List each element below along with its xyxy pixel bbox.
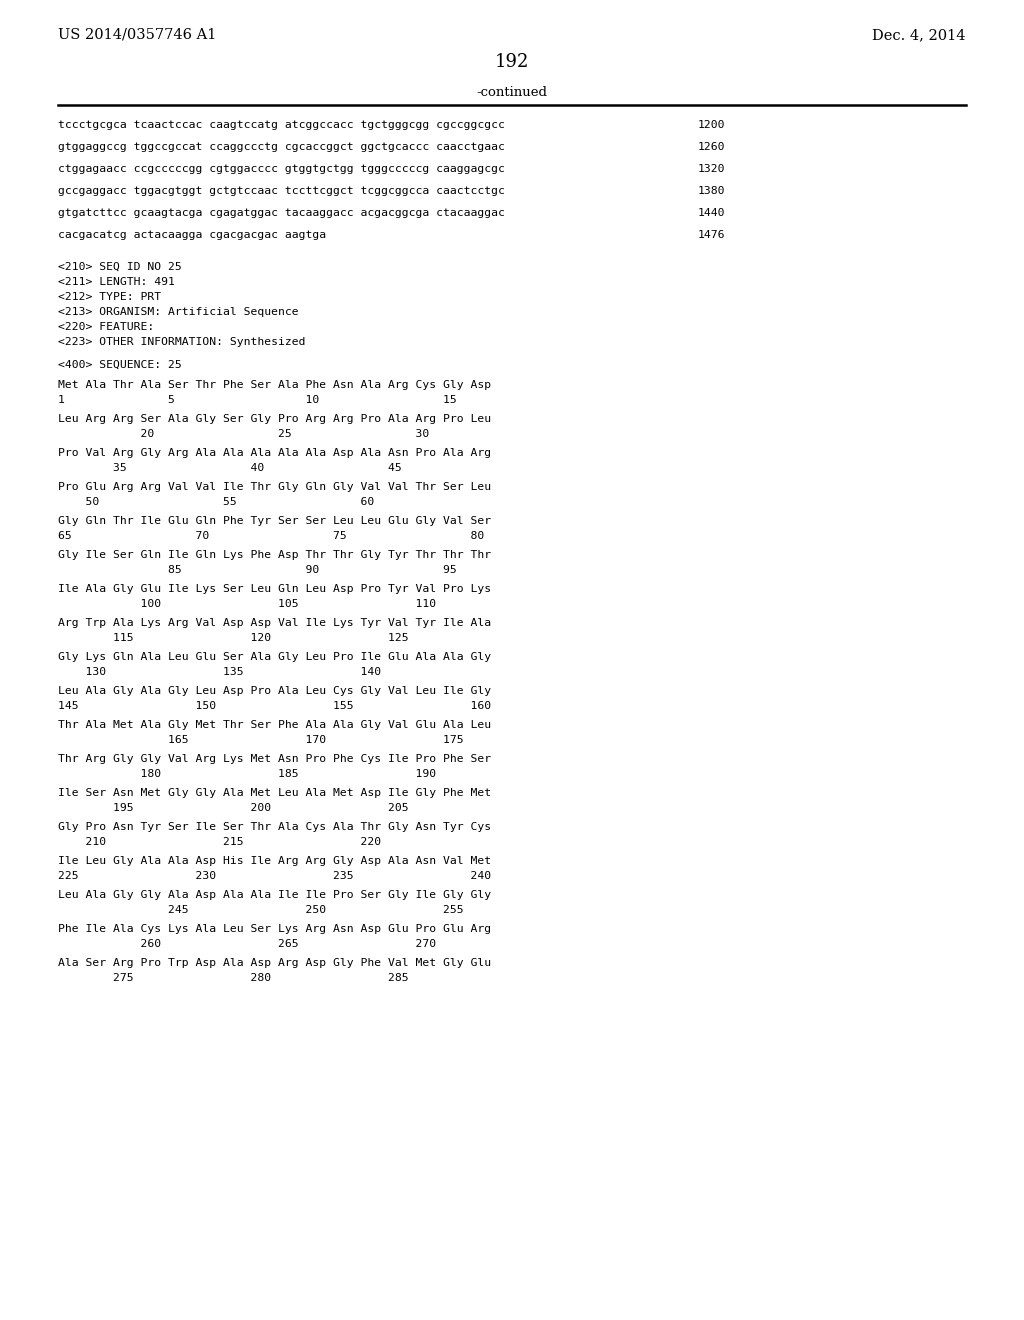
Text: <220> FEATURE:: <220> FEATURE: (58, 322, 155, 333)
Text: Ile Ser Asn Met Gly Gly Ala Met Leu Ala Met Asp Ile Gly Phe Met: Ile Ser Asn Met Gly Gly Ala Met Leu Ala … (58, 788, 492, 799)
Text: Leu Arg Arg Ser Ala Gly Ser Gly Pro Arg Arg Pro Ala Arg Pro Leu: Leu Arg Arg Ser Ala Gly Ser Gly Pro Arg … (58, 414, 492, 424)
Text: 180                 185                 190: 180 185 190 (58, 770, 436, 779)
Text: Leu Ala Gly Ala Gly Leu Asp Pro Ala Leu Cys Gly Val Leu Ile Gly: Leu Ala Gly Ala Gly Leu Asp Pro Ala Leu … (58, 686, 492, 696)
Text: Gly Lys Gln Ala Leu Glu Ser Ala Gly Leu Pro Ile Glu Ala Ala Gly: Gly Lys Gln Ala Leu Glu Ser Ala Gly Leu … (58, 652, 492, 663)
Text: <223> OTHER INFORMATION: Synthesized: <223> OTHER INFORMATION: Synthesized (58, 337, 305, 347)
Text: gtgatcttcc gcaagtacga cgagatggac tacaaggacc acgacggcga ctacaaggac: gtgatcttcc gcaagtacga cgagatggac tacaagg… (58, 209, 505, 218)
Text: <400> SEQUENCE: 25: <400> SEQUENCE: 25 (58, 360, 181, 370)
Text: 1320: 1320 (698, 164, 725, 174)
Text: Ile Leu Gly Ala Ala Asp His Ile Arg Arg Gly Asp Ala Asn Val Met: Ile Leu Gly Ala Ala Asp His Ile Arg Arg … (58, 855, 492, 866)
Text: 20                  25                  30: 20 25 30 (58, 429, 429, 440)
Text: Met Ala Thr Ala Ser Thr Phe Ser Ala Phe Asn Ala Arg Cys Gly Asp: Met Ala Thr Ala Ser Thr Phe Ser Ala Phe … (58, 380, 492, 389)
Text: 1200: 1200 (698, 120, 725, 129)
Text: Dec. 4, 2014: Dec. 4, 2014 (872, 28, 966, 42)
Text: Arg Trp Ala Lys Arg Val Asp Asp Val Ile Lys Tyr Val Tyr Ile Ala: Arg Trp Ala Lys Arg Val Asp Asp Val Ile … (58, 618, 492, 628)
Text: Ala Ser Arg Pro Trp Asp Ala Asp Arg Asp Gly Phe Val Met Gly Glu: Ala Ser Arg Pro Trp Asp Ala Asp Arg Asp … (58, 958, 492, 968)
Text: gccgaggacc tggacgtggt gctgtccaac tccttcggct tcggcggcca caactcctgc: gccgaggacc tggacgtggt gctgtccaac tccttcg… (58, 186, 505, 195)
Text: 65                  70                  75                  80: 65 70 75 80 (58, 531, 484, 541)
Text: 85                  90                  95: 85 90 95 (58, 565, 457, 576)
Text: Ile Ala Gly Glu Ile Lys Ser Leu Gln Leu Asp Pro Tyr Val Pro Lys: Ile Ala Gly Glu Ile Lys Ser Leu Gln Leu … (58, 583, 492, 594)
Text: Phe Ile Ala Cys Lys Ala Leu Ser Lys Arg Asn Asp Glu Pro Glu Arg: Phe Ile Ala Cys Lys Ala Leu Ser Lys Arg … (58, 924, 492, 935)
Text: Gly Pro Asn Tyr Ser Ile Ser Thr Ala Cys Ala Thr Gly Asn Tyr Cys: Gly Pro Asn Tyr Ser Ile Ser Thr Ala Cys … (58, 822, 492, 832)
Text: 225                 230                 235                 240: 225 230 235 240 (58, 871, 492, 880)
Text: Leu Ala Gly Gly Ala Asp Ala Ala Ile Ile Pro Ser Gly Ile Gly Gly: Leu Ala Gly Gly Ala Asp Ala Ala Ile Ile … (58, 890, 492, 900)
Text: 260                 265                 270: 260 265 270 (58, 939, 436, 949)
Text: tccctgcgca tcaactccac caagtccatg atcggccacc tgctgggcgg cgccggcgcc: tccctgcgca tcaactccac caagtccatg atcggcc… (58, 120, 505, 129)
Text: <213> ORGANISM: Artificial Sequence: <213> ORGANISM: Artificial Sequence (58, 308, 299, 317)
Text: 130                 135                 140: 130 135 140 (58, 667, 381, 677)
Text: 115                 120                 125: 115 120 125 (58, 634, 409, 643)
Text: <210> SEQ ID NO 25: <210> SEQ ID NO 25 (58, 261, 181, 272)
Text: 1               5                   10                  15: 1 5 10 15 (58, 395, 457, 405)
Text: 145                 150                 155                 160: 145 150 155 160 (58, 701, 492, 711)
Text: Thr Ala Met Ala Gly Met Thr Ser Phe Ala Ala Gly Val Glu Ala Leu: Thr Ala Met Ala Gly Met Thr Ser Phe Ala … (58, 719, 492, 730)
Text: Gly Ile Ser Gln Ile Gln Lys Phe Asp Thr Thr Gly Tyr Thr Thr Thr: Gly Ile Ser Gln Ile Gln Lys Phe Asp Thr … (58, 550, 492, 560)
Text: Pro Val Arg Gly Arg Ala Ala Ala Ala Ala Asp Ala Asn Pro Ala Arg: Pro Val Arg Gly Arg Ala Ala Ala Ala Ala … (58, 447, 492, 458)
Text: ctggagaacc ccgcccccgg cgtggacccc gtggtgctgg tgggcccccg caaggagcgc: ctggagaacc ccgcccccgg cgtggacccc gtggtgc… (58, 164, 505, 174)
Text: 275                 280                 285: 275 280 285 (58, 973, 409, 983)
Text: 1476: 1476 (698, 230, 725, 240)
Text: Thr Arg Gly Gly Val Arg Lys Met Asn Pro Phe Cys Ile Pro Phe Ser: Thr Arg Gly Gly Val Arg Lys Met Asn Pro … (58, 754, 492, 764)
Text: 1440: 1440 (698, 209, 725, 218)
Text: 195                 200                 205: 195 200 205 (58, 803, 409, 813)
Text: <212> TYPE: PRT: <212> TYPE: PRT (58, 292, 161, 302)
Text: 1260: 1260 (698, 143, 725, 152)
Text: 35                  40                  45: 35 40 45 (58, 463, 401, 473)
Text: 192: 192 (495, 53, 529, 71)
Text: 245                 250                 255: 245 250 255 (58, 906, 464, 915)
Text: gtggaggccg tggccgccat ccaggccctg cgcaccggct ggctgcaccc caacctgaac: gtggaggccg tggccgccat ccaggccctg cgcaccg… (58, 143, 505, 152)
Text: 100                 105                 110: 100 105 110 (58, 599, 436, 609)
Text: -continued: -continued (476, 86, 548, 99)
Text: US 2014/0357746 A1: US 2014/0357746 A1 (58, 28, 216, 42)
Text: Gly Gln Thr Ile Glu Gln Phe Tyr Ser Ser Leu Leu Glu Gly Val Ser: Gly Gln Thr Ile Glu Gln Phe Tyr Ser Ser … (58, 516, 492, 525)
Text: Pro Glu Arg Arg Val Val Ile Thr Gly Gln Gly Val Val Thr Ser Leu: Pro Glu Arg Arg Val Val Ile Thr Gly Gln … (58, 482, 492, 492)
Text: cacgacatcg actacaagga cgacgacgac aagtga: cacgacatcg actacaagga cgacgacgac aagtga (58, 230, 326, 240)
Text: 50                  55                  60: 50 55 60 (58, 498, 374, 507)
Text: 1380: 1380 (698, 186, 725, 195)
Text: 165                 170                 175: 165 170 175 (58, 735, 464, 744)
Text: 210                 215                 220: 210 215 220 (58, 837, 381, 847)
Text: <211> LENGTH: 491: <211> LENGTH: 491 (58, 277, 175, 286)
